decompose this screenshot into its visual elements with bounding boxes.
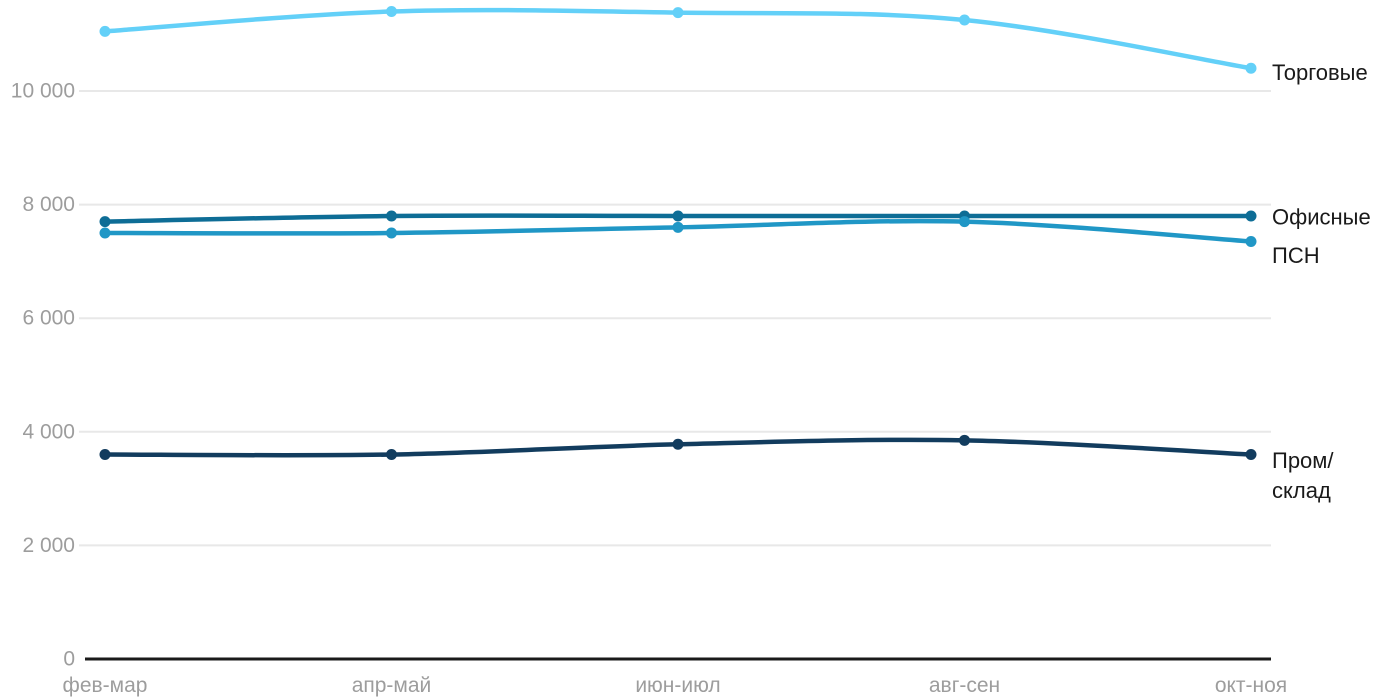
data-point-psn: [672, 221, 684, 233]
data-point-torgovye: [1245, 62, 1257, 74]
data-point-prom_sklad: [959, 434, 970, 446]
x-axis-tick-label: окт-ноя: [1215, 674, 1287, 697]
data-point-prom_sklad: [99, 449, 111, 461]
x-axis-tick-label: авг-сен: [929, 674, 1000, 697]
y-axis-tick-label: 10 000: [11, 80, 75, 103]
series-line-torgovye: [102, 7, 1254, 71]
data-point-psn: [1245, 236, 1257, 248]
data-point-torgovye: [672, 7, 684, 19]
x-axis-tick-label: фев-мар: [63, 674, 148, 697]
y-axis-tick-label: 4 000: [22, 420, 75, 443]
data-point-ofisnye: [386, 210, 397, 222]
data-point-prom_sklad: [1245, 449, 1257, 461]
y-axis-tick-label: 0: [63, 648, 75, 671]
data-point-prom_sklad: [672, 438, 684, 450]
y-axis-tick-label: 2 000: [22, 534, 75, 557]
data-point-psn: [99, 227, 111, 239]
x-axis-tick-label: апр-май: [352, 674, 432, 697]
series-label-torgovye: Торговые: [1272, 60, 1368, 85]
series-label-prom_sklad: склад: [1272, 478, 1331, 503]
data-point-psn: [386, 227, 397, 239]
y-axis-tick-label: 6 000: [22, 307, 75, 330]
data-point-psn: [959, 216, 970, 228]
x-axis-tick-label: июн-июл: [635, 674, 720, 697]
series-label-prom_sklad: Пром/: [1272, 448, 1334, 473]
y-axis-tick-label: 8 000: [22, 193, 75, 216]
data-point-ofisnye: [672, 210, 684, 222]
data-point-ofisnye: [99, 216, 111, 228]
data-point-ofisnye: [1245, 210, 1257, 222]
data-point-torgovye: [959, 14, 970, 26]
series-label-psn: ПСН: [1272, 243, 1320, 268]
data-point-prom_sklad: [386, 449, 397, 461]
data-point-torgovye: [386, 5, 397, 17]
data-point-torgovye: [99, 25, 111, 37]
series-label-ofisnye: Офисные: [1272, 204, 1371, 229]
